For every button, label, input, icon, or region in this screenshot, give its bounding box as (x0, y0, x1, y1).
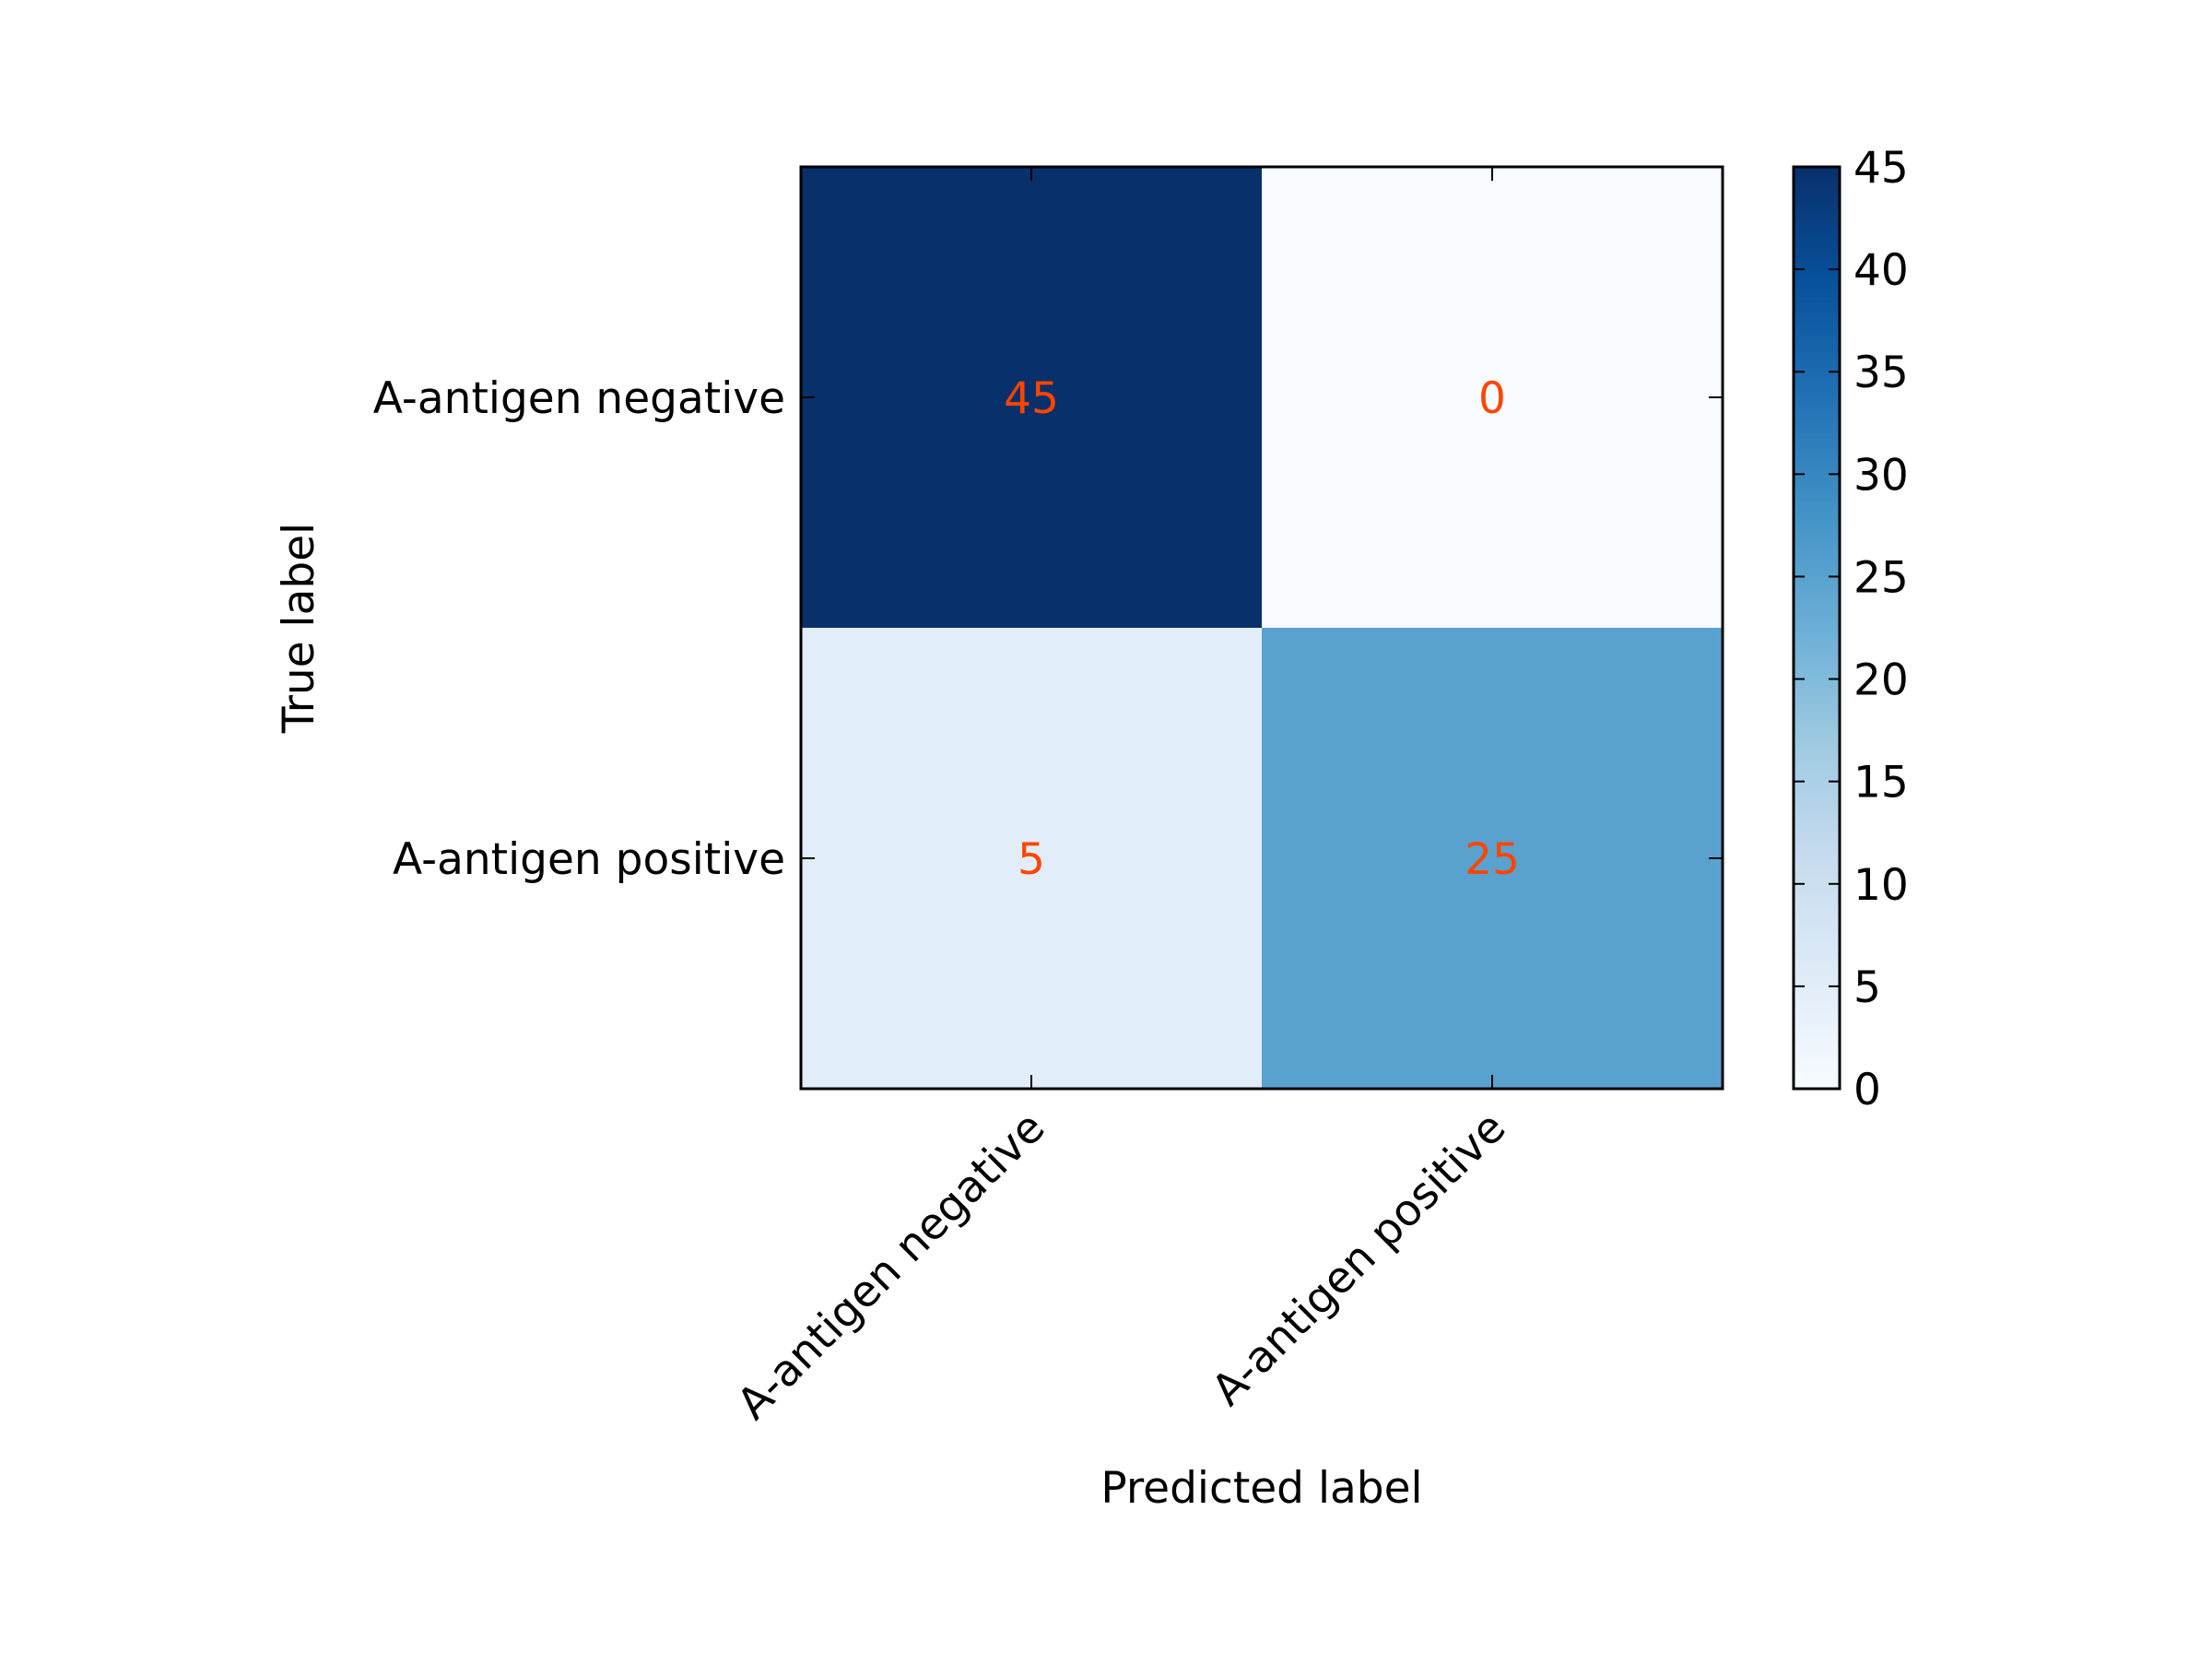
colorbar-tick-label: 10 (1853, 860, 1909, 911)
cell-value-label: 5 (1018, 834, 1045, 885)
colorbar-tick-label: 15 (1853, 758, 1909, 808)
cell-value-label: 0 (1478, 373, 1506, 424)
heatmap-cell (801, 167, 1262, 628)
colorbar-tick-label: 45 (1853, 143, 1909, 194)
x-axis-tick-labels: A-antigen negative A-antigen positive (727, 1103, 1515, 1430)
cell-value-label: 45 (1004, 373, 1059, 424)
cell-value-label: 25 (1465, 834, 1520, 885)
y-tick-label: A-antigen positive (393, 834, 785, 885)
plot-frame (799, 165, 1724, 1091)
y-axis-title: True label (274, 523, 324, 734)
heatmap-cell (1262, 167, 1723, 628)
y-tick-label: A-antigen negative (373, 373, 785, 424)
y-axis-tick-labels: A-antigen negative A-antigen positive (373, 373, 785, 885)
axis-ticks (801, 167, 1723, 1089)
colorbar-tick-label: 40 (1853, 245, 1909, 296)
x-tick-label: A-antigen positive (1202, 1103, 1515, 1416)
heatmap-cells (801, 167, 1723, 1089)
cell-annotations: 45 0 5 25 (1004, 373, 1520, 885)
colorbar-tick-label: 0 (1853, 1065, 1881, 1115)
x-tick-label: A-antigen negative (727, 1103, 1054, 1430)
colorbar-tick-label: 5 (1853, 962, 1881, 1013)
colorbar-gradient (1792, 165, 1841, 1091)
heatmap-cell (1262, 628, 1723, 1089)
x-axis-title: Predicted label (1100, 1463, 1422, 1514)
colorbar-tick-label: 20 (1853, 655, 1909, 706)
colorbar-ticks: 0 5 10 15 20 25 30 35 40 45 (1794, 143, 1909, 1115)
colorbar-tick-label: 30 (1853, 450, 1909, 501)
heatmap-cell (801, 628, 1262, 1089)
colorbar-tick-label: 25 (1853, 552, 1909, 603)
colorbar-tick-label: 35 (1853, 348, 1909, 398)
